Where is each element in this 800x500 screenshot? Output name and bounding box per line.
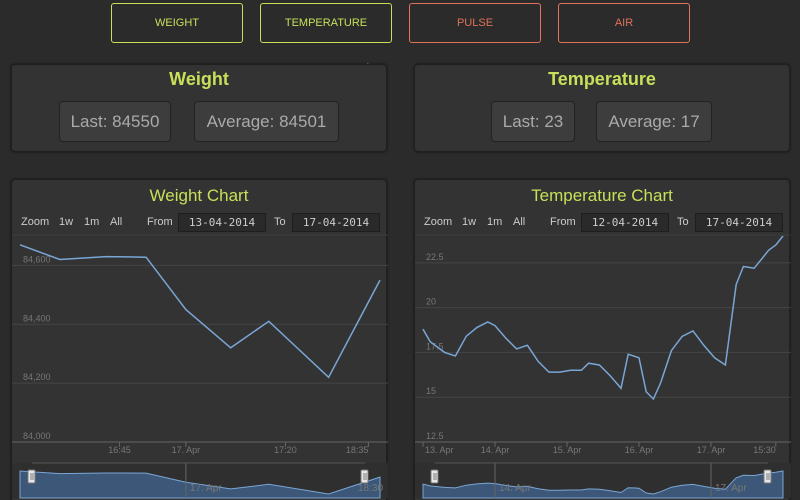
weight-series-line — [19, 244, 381, 379]
weight-to-label: To — [274, 216, 286, 228]
weight-summary-panel: Weight Last: 84550 Average: 84501 — [11, 64, 387, 152]
weight-y-tick-label: 84,000 — [23, 431, 51, 441]
temperature-series-line — [422, 235, 784, 401]
air-nav-button[interactable]: AIR — [558, 3, 690, 43]
weight-y-tick-label: 84,600 — [23, 254, 51, 264]
temperature-zoom-label: Zoom — [424, 216, 453, 228]
weight-navigator-label: 17. Apr — [190, 483, 222, 494]
weight-navigator-end-label: 18:30 — [358, 483, 383, 494]
temperature-y-tick-label: 15 — [426, 386, 436, 396]
temperature-x-tick-label: 15. Apr — [553, 445, 582, 455]
weight-x-tick-label: 18:35 — [346, 445, 369, 455]
temperature-from-date-input[interactable]: 12-04-2014 — [581, 213, 669, 232]
temperature-average-stat: Average: 17 — [596, 101, 712, 142]
weight-chart-title: Weight Chart — [149, 186, 249, 205]
temperature-zoom-1m-button[interactable]: 1m — [487, 216, 503, 228]
weight-y-tick-label: 84,200 — [23, 372, 51, 382]
temperature-zoom-1w-button[interactable]: 1w — [462, 216, 477, 228]
temperature-x-tick-label: 13. Apr — [425, 445, 454, 455]
temperature-summary-title: Temperature — [548, 69, 656, 89]
temperature-x-tick-label: 16. Apr — [625, 445, 654, 455]
temperature-to-date-input[interactable]: 17-04-2014 — [695, 213, 783, 232]
weight-zoom-1w-button[interactable]: 1w — [59, 216, 74, 228]
temperature-navigator-label: 17. Apr — [715, 483, 747, 494]
weight-to-date-input[interactable]: 17-04-2014 — [292, 213, 380, 232]
temperature-x-tick-label: 14. Apr — [481, 445, 510, 455]
weight-average-stat: Average: 84501 — [194, 101, 339, 142]
temperature-y-tick-label: 17.5 — [426, 341, 444, 351]
weight-nav-button[interactable]: WEIGHT — [111, 3, 243, 43]
weight-x-tick-label: 17. Apr — [172, 445, 201, 455]
temperature-nav-button[interactable]: TEMPERATURE — [260, 3, 392, 43]
temperature-chart-title: Temperature Chart — [531, 186, 673, 205]
temperature-x-tick-label: 15:30 — [753, 445, 776, 455]
temperature-last-stat: Last: 23 — [491, 101, 575, 142]
temperature-navigator-label: 14. Apr — [499, 483, 531, 494]
weight-navigator-area — [19, 470, 381, 499]
temperature-summary-panel: Temperature Last: 23 Average: 17 — [414, 64, 790, 152]
pulse-nav-button[interactable]: PULSE — [409, 3, 541, 43]
temperature-y-tick-label: 20 — [426, 297, 436, 307]
weight-last-stat: Last: 84550 — [59, 101, 171, 142]
weight-from-label: From — [147, 216, 173, 228]
temperature-zoom-all-button[interactable]: All — [513, 216, 526, 228]
temperature-to-label: To — [677, 216, 689, 228]
weight-chart-panel: Weight Chart Zoom 1w 1m All From 13-04-2… — [11, 179, 388, 500]
temperature-y-tick-label: 22.5 — [426, 252, 444, 262]
weight-x-tick-label: 17:20 — [274, 445, 297, 455]
temperature-line-chart: 12.5 15 17.5 20 22.5 13. Apr 14. Apr 15. Apr 16.… — [415, 234, 791, 499]
weight-zoom-label: Zoom — [21, 216, 50, 228]
weight-zoom-1m-button[interactable]: 1m — [84, 216, 100, 228]
temperature-from-label: From — [550, 216, 576, 228]
weight-x-tick-label: 16:45 — [108, 445, 131, 455]
weight-summary-title: Weight — [169, 69, 229, 89]
temperature-y-tick-label: 12.5 — [426, 431, 444, 441]
weight-line-chart: 84,000 84,200 84,400 84,600 16:45 17. Apr 17:2… — [12, 234, 388, 499]
weight-from-date-input[interactable]: 13-04-2014 — [178, 213, 266, 232]
temperature-navigator-area — [422, 470, 784, 499]
temperature-chart-panel: Temperature Chart Zoom 1w 1m All From 12… — [414, 179, 791, 500]
temperature-x-tick-label: 17. Apr — [697, 445, 726, 455]
weight-zoom-all-button[interactable]: All — [110, 216, 123, 228]
weight-y-tick-label: 84,400 — [23, 313, 51, 323]
